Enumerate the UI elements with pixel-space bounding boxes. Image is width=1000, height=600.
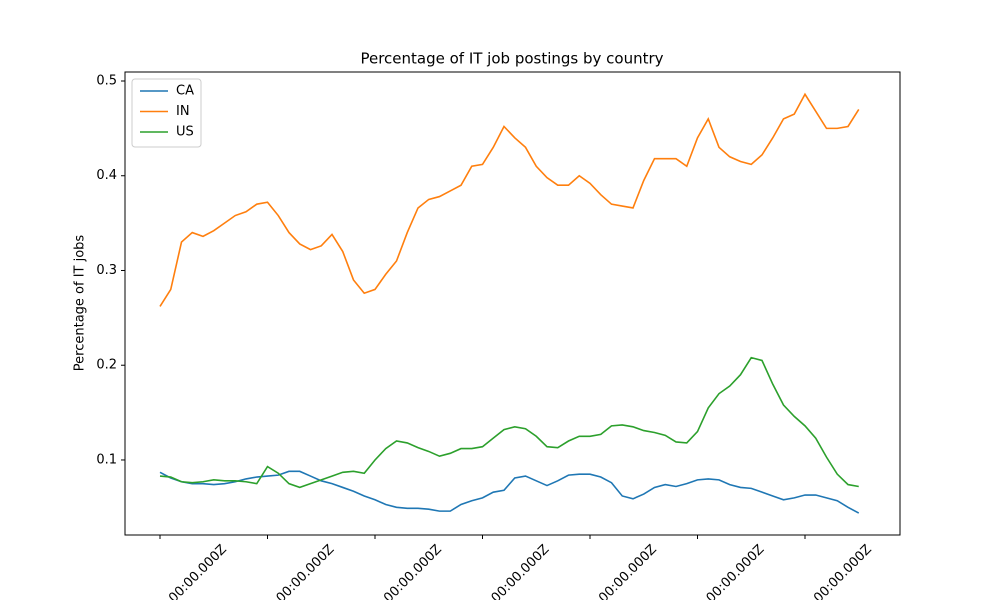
legend-label: IN (176, 104, 190, 119)
y-tick-label: 0.2 (96, 358, 117, 373)
y-tick-label: 0.1 (96, 452, 117, 467)
chart-title: Percentage of IT job postings by country (360, 50, 663, 68)
line (159, 470, 860, 514)
legend: CA IN US (131, 78, 202, 148)
legend-box (131, 78, 202, 148)
line (159, 92, 860, 307)
y-tick-label: 0.3 (96, 263, 117, 278)
line (159, 356, 859, 489)
y-tick-label: 0.5 (96, 74, 117, 89)
y-axis-label: Percentage of IT jobs (73, 235, 88, 372)
plot-frame (124, 71, 901, 536)
y-tick-label: 0.4 (96, 168, 117, 183)
legend-label: US (176, 125, 194, 140)
legend-label: CA (176, 84, 194, 99)
